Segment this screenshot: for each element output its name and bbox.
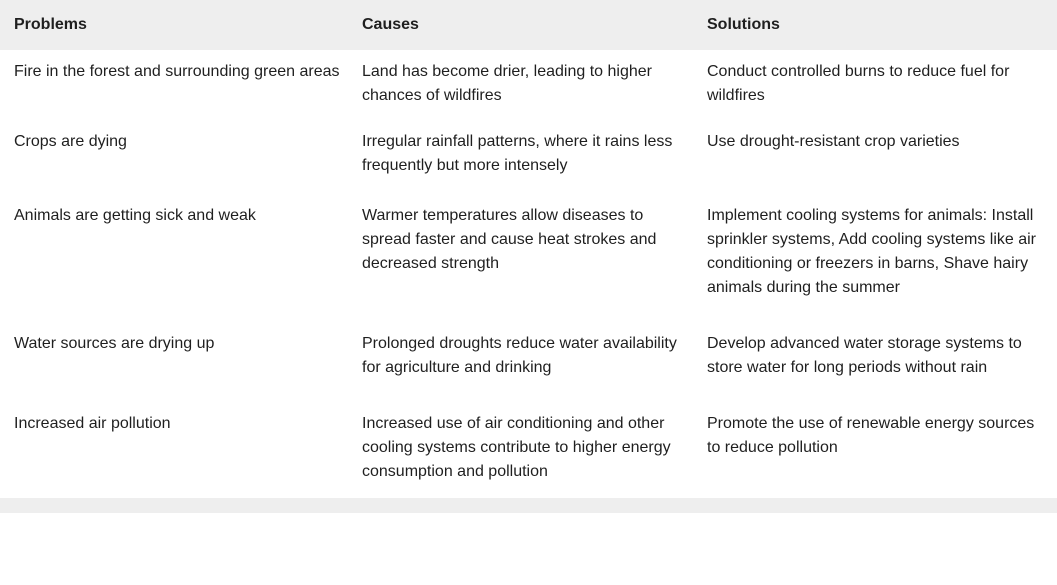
problem-cell: Fire in the forest and surrounding green…	[14, 63, 340, 80]
column-header-problems: Problems	[14, 16, 87, 33]
cause-cell: Warmer temperatures allow diseases to sp…	[362, 207, 657, 272]
problem-cell: Water sources are drying up	[14, 335, 215, 352]
table-header: Problems Causes Solutions	[0, 0, 1057, 50]
problem-cell: Animals are getting sick and weak	[14, 207, 256, 224]
footer-band	[0, 498, 1057, 513]
table-footer	[0, 498, 1057, 513]
solution-cell: Promote the use of renewable energy sour…	[707, 415, 1035, 456]
table-row: Fire in the forest and surrounding green…	[0, 50, 1057, 118]
footer-spacer	[0, 498, 1057, 513]
solution-cell: Conduct controlled burns to reduce fuel …	[707, 63, 1010, 104]
table-row: Animals are getting sick and weak Warmer…	[0, 192, 1057, 318]
header-row: Problems Causes Solutions	[0, 0, 1057, 50]
cause-cell: Irregular rainfall patterns, where it ra…	[362, 133, 673, 174]
cause-cell: Increased use of air conditioning and ot…	[362, 415, 671, 480]
solution-cell: Develop advanced water storage systems t…	[707, 335, 1022, 376]
column-header-causes: Causes	[362, 16, 419, 33]
problems-causes-solutions-table: Problems Causes Solutions Fire in the fo…	[0, 0, 1057, 513]
solution-cell: Use drought-resistant crop varieties	[707, 133, 960, 150]
column-header-solutions: Solutions	[707, 16, 780, 33]
problem-cell: Increased air pollution	[14, 415, 171, 432]
table-row: Crops are dying Irregular rainfall patte…	[0, 118, 1057, 192]
solution-cell: Implement cooling systems for animals: I…	[707, 207, 1036, 296]
problem-cell: Crops are dying	[14, 133, 127, 150]
table-row: Increased air pollution Increased use of…	[0, 398, 1057, 498]
table-body: Fire in the forest and surrounding green…	[0, 50, 1057, 498]
cause-cell: Land has become drier, leading to higher…	[362, 63, 652, 104]
table-row: Water sources are drying up Prolonged dr…	[0, 318, 1057, 398]
cause-cell: Prolonged droughts reduce water availabi…	[362, 335, 677, 376]
